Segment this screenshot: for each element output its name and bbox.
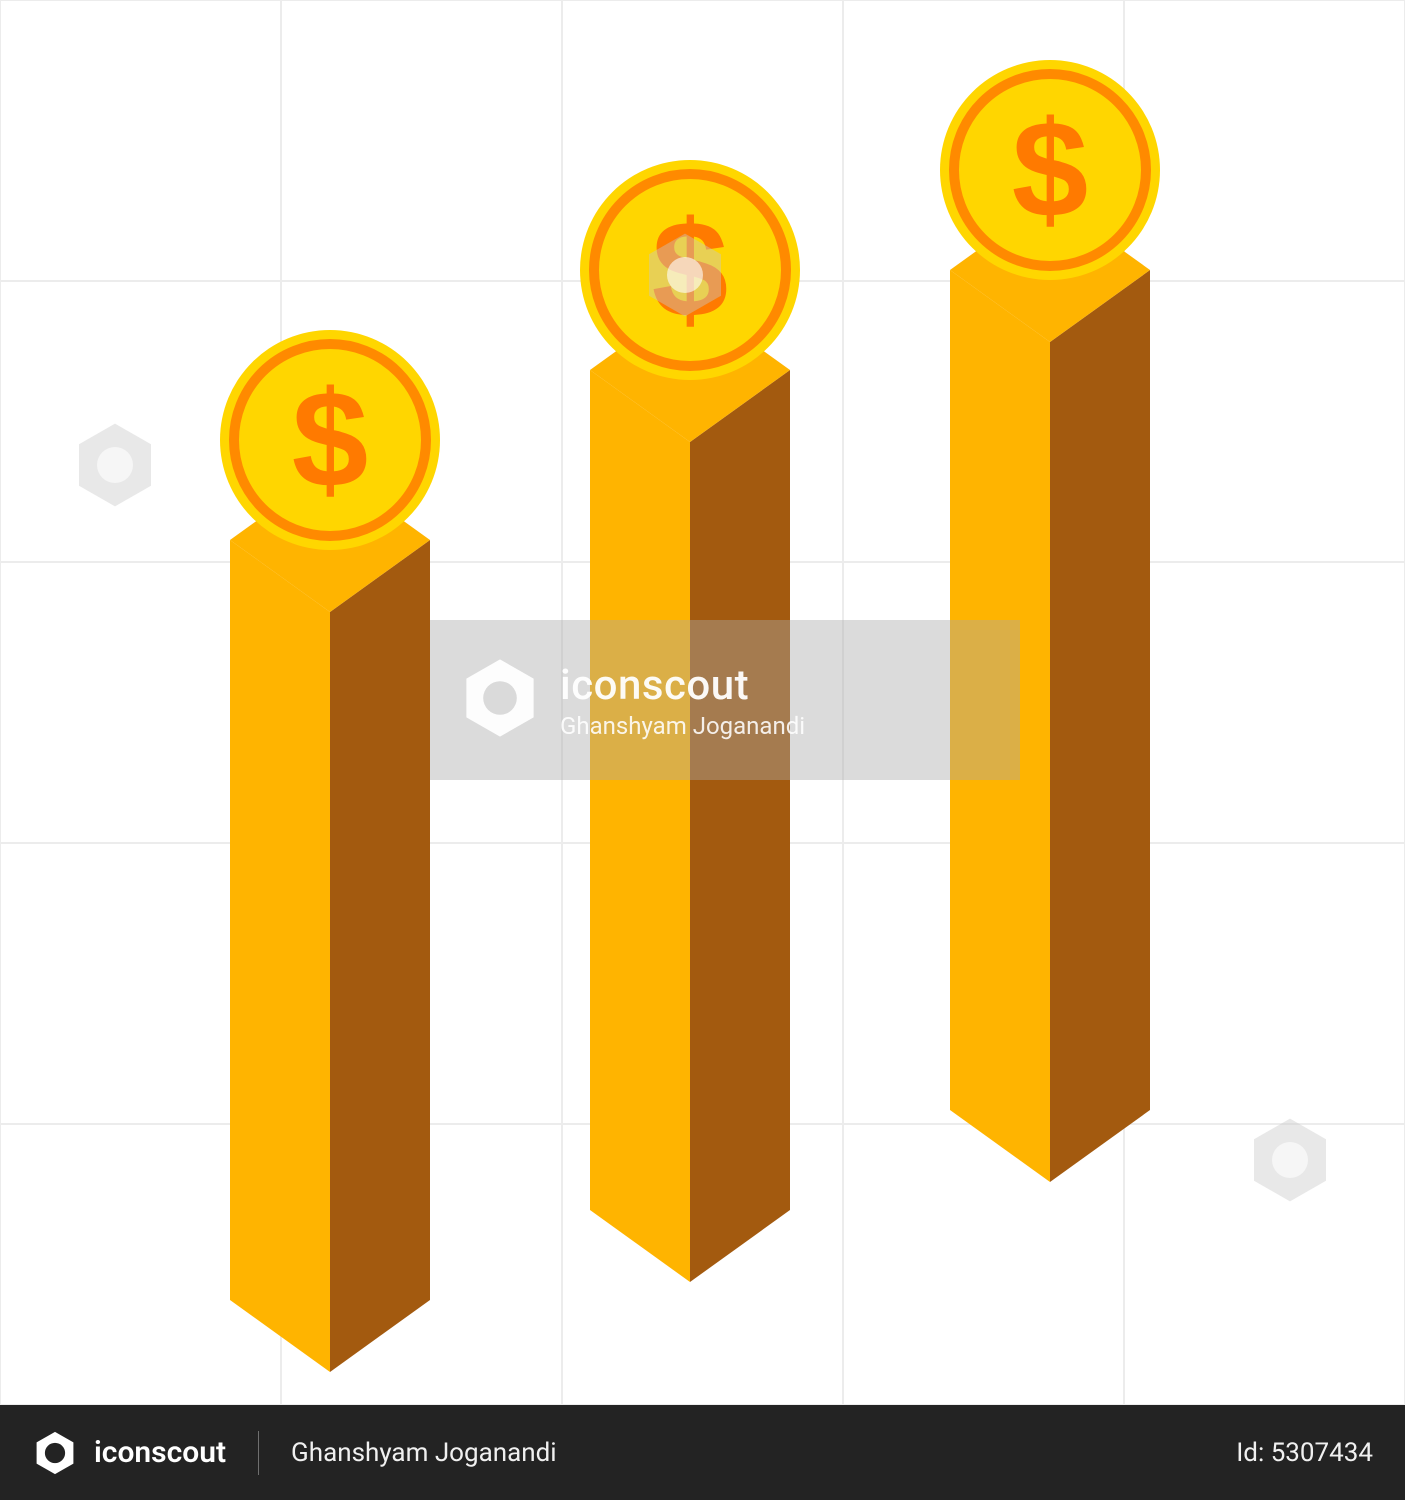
footer-asset-id: Id: 5307434 (1236, 1438, 1373, 1468)
watermark-brand: iconscout (560, 661, 805, 710)
watermark-hex-icon (458, 656, 542, 744)
attribution-footer: iconscout Ghanshyam Joganandi Id: 530743… (0, 1405, 1405, 1500)
watermark-author: Ghanshyam Joganandi (560, 712, 805, 740)
svg-text:$: $ (652, 194, 728, 347)
preview-canvas: $ $ $ iconscout Ghanshyam Joganandi (0, 0, 1405, 1405)
watermark-center: iconscout Ghanshyam Joganandi (430, 620, 1020, 780)
svg-text:$: $ (1012, 94, 1088, 247)
footer-brand: iconscout (94, 1435, 226, 1470)
footer-divider (258, 1431, 259, 1475)
iconscout-logo-icon (32, 1430, 78, 1476)
svg-text:$: $ (292, 364, 368, 517)
footer-author: Ghanshyam Joganandi (291, 1438, 557, 1468)
